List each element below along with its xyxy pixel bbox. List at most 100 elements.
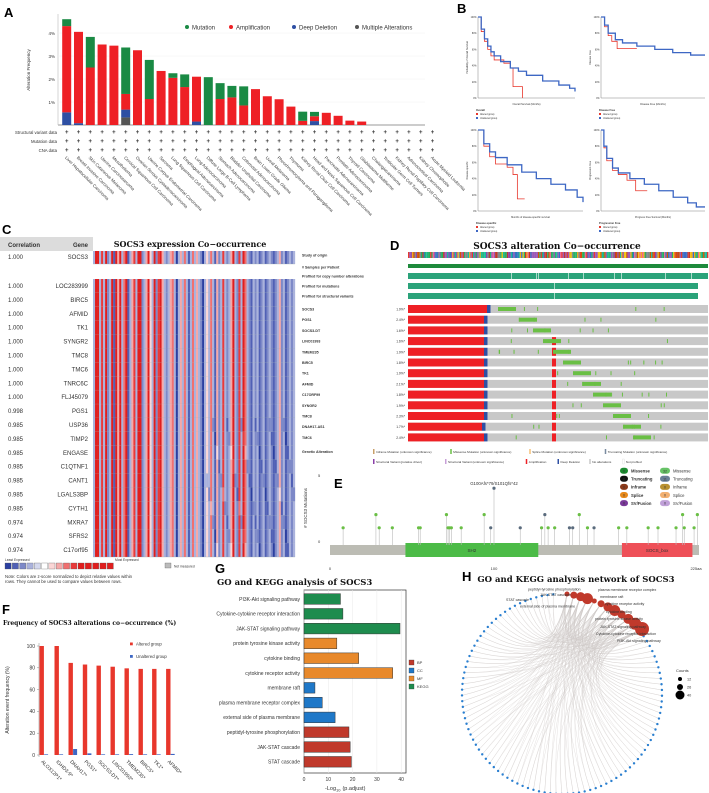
gene-link[interactable]: FLJ45079 xyxy=(61,395,88,401)
heatmap-cell xyxy=(177,251,181,264)
bar-amplification xyxy=(262,96,272,125)
heatmap-cell xyxy=(272,334,275,349)
gene-link[interactable]: CYTH1 xyxy=(68,506,88,512)
heatmap-cell xyxy=(264,334,267,349)
study-origin-cell xyxy=(565,252,567,258)
heatmap-cell xyxy=(151,431,154,446)
legend-color-box xyxy=(85,562,92,570)
heatmap-cell xyxy=(167,431,170,446)
heatmap-cell xyxy=(103,306,106,321)
heatmap-cell xyxy=(107,251,110,264)
heatmap-cell xyxy=(282,362,286,377)
heatmap-cell xyxy=(224,473,227,488)
legend-dot xyxy=(355,25,359,29)
study-origin-cell xyxy=(614,252,617,258)
heatmap-cell xyxy=(280,251,284,264)
gene-link[interactable]: TK1 xyxy=(77,326,89,332)
gene-link[interactable]: TMC8 xyxy=(72,354,89,360)
study-origin-cell xyxy=(579,252,581,258)
heatmap-cell xyxy=(179,376,183,391)
heatmap-cell xyxy=(198,418,201,432)
category-label: protein tyrosine kinase activity xyxy=(233,641,300,647)
gene-node xyxy=(473,644,476,647)
missense-run xyxy=(603,403,621,408)
heatmap-cell xyxy=(238,334,241,349)
gene-link[interactable]: LOC283999 xyxy=(56,284,89,290)
legend-pill-vus xyxy=(660,492,670,498)
heatmap-cell xyxy=(268,418,271,432)
gene-link[interactable]: SFRS2 xyxy=(69,534,89,540)
gene-link[interactable]: ENGASE xyxy=(63,451,88,457)
study-origin-cell xyxy=(677,252,679,258)
gene-link[interactable]: LGALS3BP xyxy=(57,493,88,499)
row-label: Structural variant data xyxy=(15,130,58,135)
heatmap-cell xyxy=(107,320,110,335)
heatmap-cell xyxy=(262,543,265,557)
heatmap-cell xyxy=(145,529,148,544)
study-origin-cell xyxy=(697,252,700,258)
gene-link[interactable]: PGS1 xyxy=(72,409,89,415)
heatmap-cell xyxy=(246,279,249,293)
heatmap-cell xyxy=(141,292,144,307)
heatmap-cell xyxy=(123,279,126,293)
heatmap-cell xyxy=(95,529,98,544)
gene-link[interactable]: TIMP2 xyxy=(70,437,88,443)
heatmap-cell xyxy=(171,251,174,264)
y-tick-label: 0% xyxy=(473,211,476,213)
heatmap-cell xyxy=(175,459,178,474)
heatmap-cell xyxy=(252,529,255,544)
heatmap-cell xyxy=(280,362,284,377)
gene-link[interactable]: MXRA7 xyxy=(67,520,88,526)
bar-amplification xyxy=(133,50,142,125)
heatmap-cell xyxy=(212,515,215,530)
gene-link[interactable]: USP36 xyxy=(69,423,89,429)
heatmap-cell xyxy=(131,334,134,349)
heatmap-cell xyxy=(200,390,203,405)
heatmap-cell xyxy=(206,473,209,488)
heatmap-cell xyxy=(230,404,233,418)
heatmap-cell xyxy=(93,459,96,474)
heatmap-cell xyxy=(161,431,164,446)
gene-link[interactable]: C17orf95 xyxy=(63,548,88,554)
heatmap-cell xyxy=(129,320,132,335)
gene-link[interactable]: SYNGR2 xyxy=(63,340,88,346)
heatmap-cell xyxy=(206,334,209,349)
gene-link[interactable]: C1QTNF1 xyxy=(61,465,89,471)
term-label: external side of plasma membrane xyxy=(520,605,575,609)
gene-link[interactable]: AFMID xyxy=(69,312,88,318)
heatmap-cell xyxy=(151,390,154,405)
heatmap-cell xyxy=(169,529,172,544)
heatmap-cell xyxy=(204,251,207,264)
heatmap-cell xyxy=(101,473,104,488)
heatmap-cell xyxy=(268,292,271,307)
study-origin-cell xyxy=(696,252,698,258)
heatmap-cell xyxy=(167,334,170,349)
study-origin-cell xyxy=(627,252,630,258)
heatmap-cell xyxy=(165,529,168,544)
bar-unaltered-group xyxy=(59,754,64,755)
heatmap-cell xyxy=(117,362,120,377)
term-label: JAK-STAT cascade xyxy=(540,593,571,597)
row-plus-mark: + xyxy=(348,148,352,154)
heatmap-cell xyxy=(189,251,193,264)
gene-link[interactable]: TNRC6C xyxy=(64,381,89,387)
heatmap-cell xyxy=(131,404,134,418)
gene-node xyxy=(659,677,662,680)
missense-mark xyxy=(558,414,560,418)
heatmap-cell xyxy=(139,404,142,418)
study-origin-cell xyxy=(496,252,498,258)
heatmap-cell xyxy=(258,404,261,418)
heatmap-cell xyxy=(125,292,128,307)
heatmap-cell xyxy=(165,404,168,418)
heatmap-cell xyxy=(292,487,296,502)
gene-link[interactable]: TMC6 xyxy=(72,367,89,373)
heatmap-cell xyxy=(109,362,112,377)
heatmap-cell xyxy=(153,487,156,502)
gene-link[interactable]: CANT1 xyxy=(68,479,88,485)
heatmap-cell xyxy=(161,376,164,391)
heatmap-cell xyxy=(264,292,267,307)
gene-link[interactable]: BIRC5 xyxy=(70,298,88,304)
heatmap-cell xyxy=(260,515,263,530)
heatmap-cell xyxy=(149,445,152,460)
